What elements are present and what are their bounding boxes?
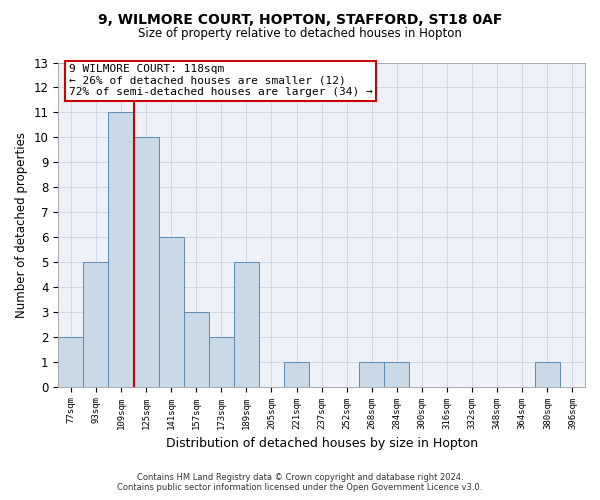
Bar [184, 312, 209, 386]
Bar [535, 362, 560, 386]
Bar [284, 362, 309, 386]
Bar [209, 337, 234, 386]
Bar [234, 262, 259, 386]
Bar [359, 362, 385, 386]
Text: 9, WILMORE COURT, HOPTON, STAFFORD, ST18 0AF: 9, WILMORE COURT, HOPTON, STAFFORD, ST18… [98, 12, 502, 26]
Text: 9 WILMORE COURT: 118sqm
← 26% of detached houses are smaller (12)
72% of semi-de: 9 WILMORE COURT: 118sqm ← 26% of detache… [69, 64, 373, 98]
X-axis label: Distribution of detached houses by size in Hopton: Distribution of detached houses by size … [166, 437, 478, 450]
Bar [109, 112, 134, 386]
Bar [83, 262, 109, 386]
Text: Size of property relative to detached houses in Hopton: Size of property relative to detached ho… [138, 28, 462, 40]
Text: Contains HM Land Registry data © Crown copyright and database right 2024.
Contai: Contains HM Land Registry data © Crown c… [118, 473, 482, 492]
Bar [158, 237, 184, 386]
Bar [134, 138, 158, 386]
Bar [385, 362, 409, 386]
Y-axis label: Number of detached properties: Number of detached properties [15, 132, 28, 318]
Bar [58, 337, 83, 386]
